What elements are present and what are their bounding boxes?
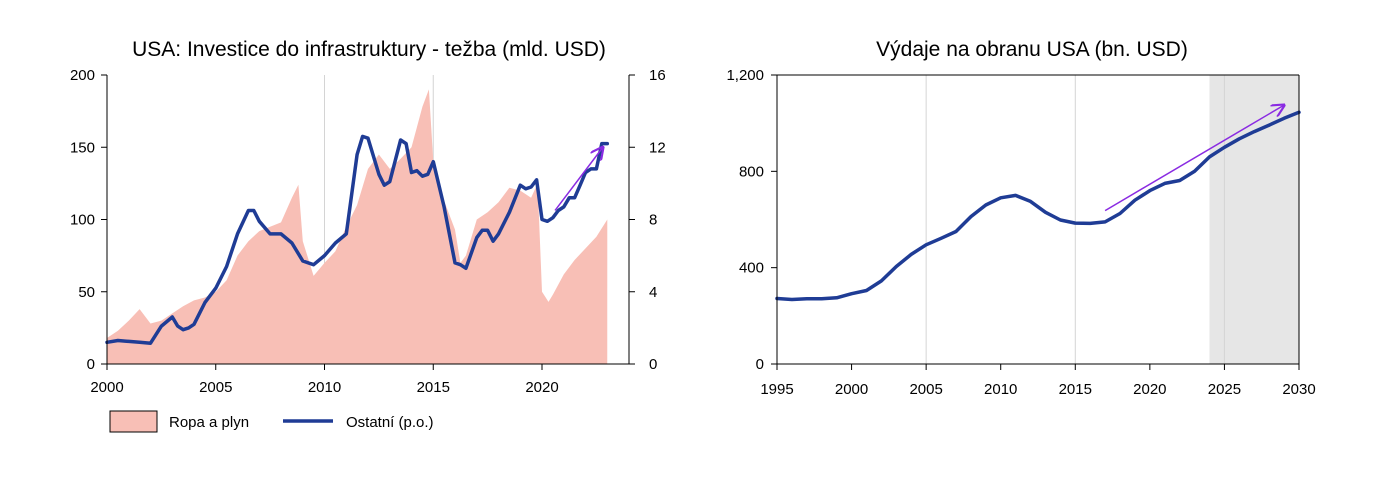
right-x-ticks: 1995 2000 2005 2010 2015 2020 2025 2030 — [760, 364, 1316, 398]
left-x-tick-label: 2015 — [417, 379, 450, 396]
area-ropa-a-plyn — [107, 89, 608, 365]
left-line-series — [105, 134, 610, 345]
right-y-tick-label: 0 — [756, 356, 764, 373]
left-x-tick-label: 2000 — [90, 379, 123, 396]
right-line-series — [775, 110, 1301, 302]
left-y2-ticks: 16 12 8 4 0 — [629, 67, 666, 373]
left-y2-tick-label: 4 — [649, 284, 657, 301]
right-x-tick-label: 2010 — [984, 381, 1017, 398]
line-defense-spending — [775, 110, 1301, 302]
right-x-tick-label: 2020 — [1133, 381, 1166, 398]
legend-line-label: Ostatní (p.o.) — [346, 414, 434, 431]
right-y-tick-label: 800 — [739, 163, 764, 180]
right-x-tick-label: 2015 — [1059, 381, 1092, 398]
left-y-tick-label: 50 — [78, 284, 95, 301]
left-x-ticks: 2000 2005 2010 2015 2020 — [90, 364, 559, 396]
left-y-tick-label: 150 — [70, 139, 95, 156]
left-area-series — [107, 89, 608, 365]
left-trend-arrow-line — [554, 147, 603, 211]
legend-area-swatch — [109, 410, 158, 433]
left-x-tick-label: 2010 — [308, 379, 341, 396]
left-y-tick-label: 200 — [70, 67, 95, 84]
right-y-ticks: 1,200 800 400 0 — [726, 67, 777, 373]
left-y2-tick-label: 8 — [649, 212, 657, 229]
left-trend-arrow — [554, 147, 603, 211]
legend: Ropa a plyn Ostatní (p.o.) — [109, 410, 434, 433]
right-gridlines — [925, 75, 1225, 364]
left-y2-tick-label: 12 — [649, 139, 666, 156]
left-x-tick-label: 2005 — [199, 379, 232, 396]
line-ostatni — [105, 134, 610, 345]
left-chart-title: USA: Investice do infrastruktury - težba… — [132, 38, 606, 61]
left-x-tick-label: 2020 — [525, 379, 558, 396]
right-chart: Výdaje na obranu USA (bn. USD) 1,200 800 4… — [726, 38, 1315, 398]
right-trend-arrow-line — [1104, 105, 1284, 212]
right-x-tick-label: 2000 — [835, 381, 868, 398]
right-y-tick-label: 1,200 — [726, 67, 764, 84]
left-chart: USA: Investice do infrastruktury - težba… — [70, 38, 666, 433]
right-x-tick-label: 2025 — [1208, 381, 1241, 398]
right-axes — [776, 74, 1300, 365]
left-y2-tick-label: 16 — [649, 67, 666, 84]
left-y-tick-label: 100 — [70, 212, 95, 229]
right-trend-arrow — [1104, 105, 1284, 212]
left-y-tick-label: 0 — [87, 356, 95, 373]
right-y-tick-label: 400 — [739, 260, 764, 277]
right-x-tick-label: 2005 — [909, 381, 942, 398]
right-chart-title: Výdaje na obranu USA (bn. USD) — [876, 38, 1188, 61]
legend-area-label: Ropa a plyn — [169, 414, 249, 431]
left-y2-tick-label: 0 — [649, 356, 657, 373]
right-x-tick-label: 1995 — [760, 381, 793, 398]
left-y-ticks: 200 150 100 50 0 — [70, 67, 107, 373]
right-x-tick-label: 2030 — [1282, 381, 1315, 398]
